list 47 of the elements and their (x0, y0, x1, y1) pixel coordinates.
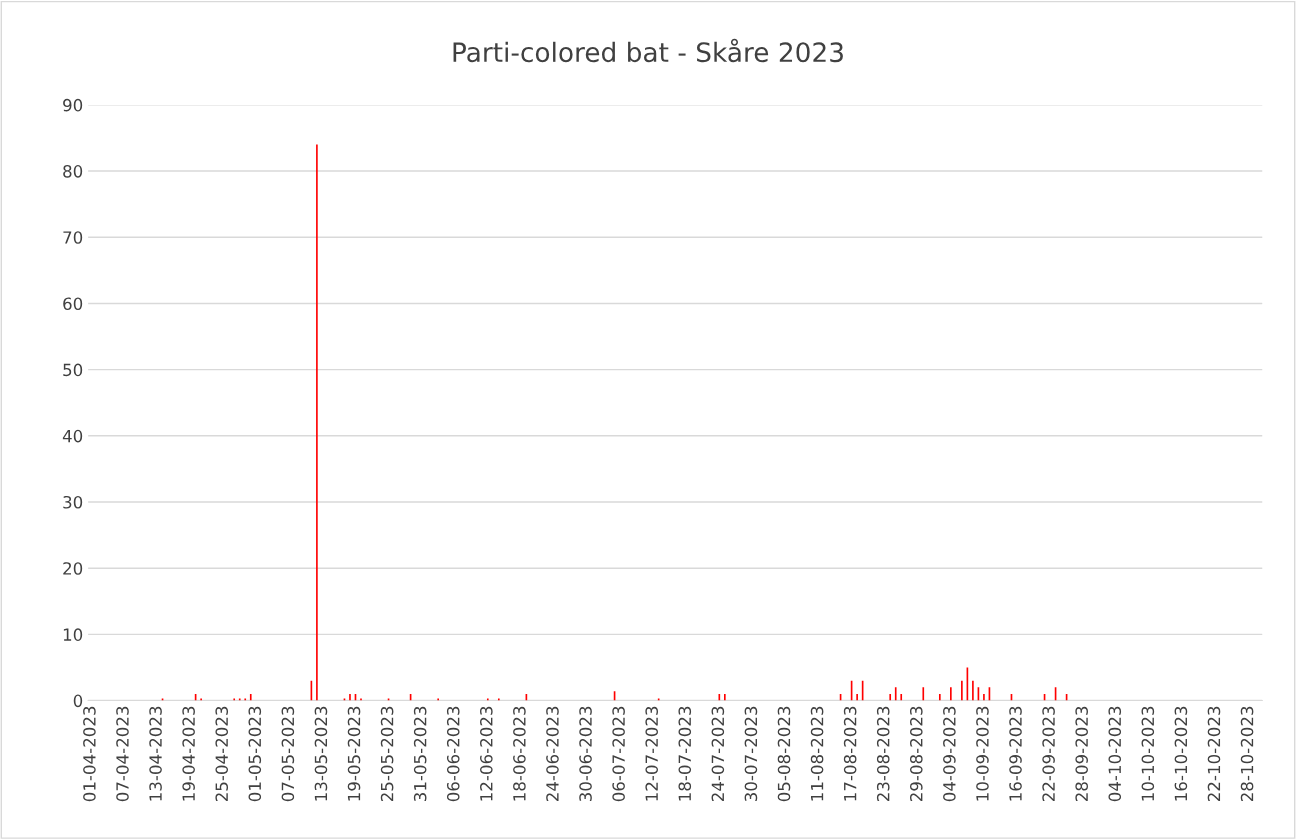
x-tick-label: 06-06-2023 (446, 706, 460, 802)
x-tick-label: 10-09-2023 (976, 706, 989, 801)
x-tick-label: 23-08-2023 (876, 706, 890, 802)
x-tick-label: 07-04-2023 (116, 706, 129, 802)
x-tick-label: 25-04-2023 (215, 706, 229, 802)
x-tick-label: 10-10-2023 (1141, 706, 1155, 801)
x-tick-label: 30-06-2023 (579, 706, 592, 802)
y-tick-label: 10 (63, 628, 83, 641)
x-tick-label: 11-08-2023 (810, 706, 824, 801)
x-tick-label: 19-05-2023 (347, 706, 361, 801)
x-tick-label: 28-10-2023 (1240, 706, 1254, 802)
x-tick-label: 18-07-2023 (678, 706, 692, 801)
y-tick-label: 90 (63, 98, 83, 112)
y-tick-label: 80 (63, 165, 83, 178)
y-tick-label: 0 (73, 694, 83, 708)
x-tick-label: 29-08-2023 (910, 706, 923, 802)
x-tick-label: 18-06-2023 (513, 706, 526, 801)
x-tick-label: 04-09-2023 (943, 706, 956, 802)
x-tick-label: 16-09-2023 (1009, 706, 1022, 801)
x-tick-label: 17-08-2023 (843, 706, 857, 801)
x-tick-label: 24-07-2023 (711, 706, 725, 802)
x-tick-label: 01-04-2023 (83, 706, 96, 802)
x-tick-label: 22-10-2023 (1207, 706, 1221, 802)
y-tick-label: 50 (63, 363, 83, 377)
y-tick-label: 30 (63, 495, 83, 509)
x-tick-label: 25-05-2023 (380, 706, 394, 802)
y-tick-label: 70 (63, 231, 83, 244)
x-tick-label: 12-07-2023 (645, 706, 658, 801)
x-tick-label: 04-10-2023 (1108, 706, 1122, 802)
chart-title: Parti-colored bat - Skåre 2023 (453, 38, 843, 63)
x-tick-label: 07-05-2023 (281, 706, 295, 802)
x-tick-label: 12-06-2023 (480, 706, 493, 801)
x-tick-label: 22-09-2023 (1042, 706, 1055, 802)
x-tick-label: 24-06-2023 (546, 706, 559, 802)
y-tick-label: 20 (63, 562, 83, 575)
x-tick-label: 13-05-2023 (314, 706, 328, 801)
x-tick-label: 05-08-2023 (777, 706, 791, 802)
y-tick-label: 40 (62, 429, 83, 443)
x-tick-label: 01-05-2023 (248, 706, 262, 802)
x-tick-label: 06-07-2023 (612, 706, 625, 802)
x-tick-label: 16-10-2023 (1174, 706, 1188, 801)
y-tick-label: 60 (63, 297, 83, 311)
x-tick-label: 13-04-2023 (149, 706, 162, 801)
x-tick-label: 30-07-2023 (744, 706, 758, 802)
x-tick-label: 19-04-2023 (182, 706, 195, 801)
x-tick-label: 28-09-2023 (1075, 706, 1088, 802)
x-tick-label: 31-05-2023 (413, 706, 427, 802)
